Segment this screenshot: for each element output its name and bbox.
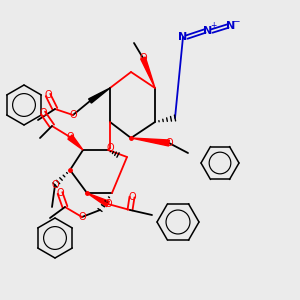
Text: N: N [226, 21, 236, 31]
Text: N: N [178, 32, 188, 42]
Text: O: O [128, 192, 136, 202]
Polygon shape [131, 138, 169, 146]
Text: O: O [78, 212, 86, 222]
Text: −: − [232, 16, 240, 26]
Polygon shape [141, 57, 155, 88]
Text: O: O [66, 132, 74, 142]
Text: O: O [56, 188, 64, 198]
Polygon shape [68, 135, 83, 150]
Text: O: O [51, 180, 59, 190]
Text: O: O [44, 90, 52, 100]
Text: O: O [104, 199, 112, 209]
Text: O: O [39, 108, 47, 118]
Text: O: O [106, 143, 114, 153]
Polygon shape [87, 193, 110, 207]
Polygon shape [88, 88, 110, 103]
Text: N: N [203, 26, 213, 36]
Text: O: O [165, 138, 173, 148]
Text: O: O [69, 110, 77, 120]
Text: O: O [139, 53, 147, 63]
Text: +: + [210, 22, 216, 31]
